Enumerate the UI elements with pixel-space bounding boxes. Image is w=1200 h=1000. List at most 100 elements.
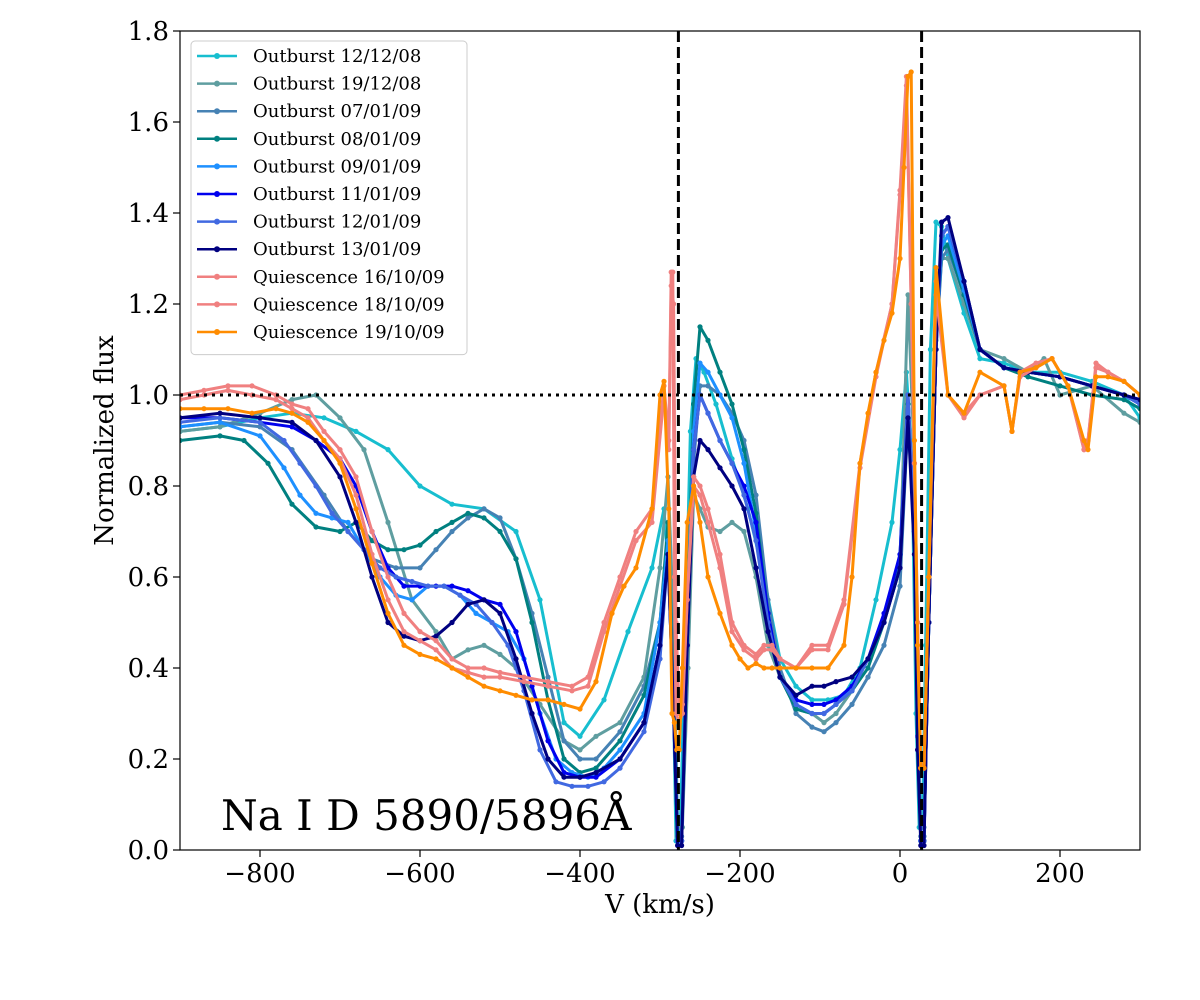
data-point (433, 629, 439, 635)
legend-label: Outburst 08/01/09 (253, 129, 421, 150)
data-point (741, 492, 747, 498)
data-point (793, 665, 799, 671)
data-point (1093, 374, 1099, 380)
data-point (593, 774, 599, 780)
data-point (337, 415, 343, 421)
data-point (649, 506, 655, 512)
x-tick-label: −400 (544, 859, 615, 889)
data-point (905, 73, 911, 80)
data-point (865, 674, 871, 680)
data-point (649, 519, 655, 526)
data-point (1137, 406, 1140, 412)
data-point (513, 556, 519, 562)
data-point (717, 551, 723, 557)
data-point (393, 565, 399, 571)
data-point (717, 437, 723, 444)
data-point (449, 583, 455, 589)
data-point (897, 565, 903, 571)
data-point (369, 574, 375, 580)
data-point (753, 660, 759, 667)
data-point (684, 519, 690, 526)
data-point (417, 651, 423, 658)
data-point (321, 437, 327, 444)
data-point (225, 387, 231, 393)
data-point (881, 337, 887, 343)
data-point (353, 506, 359, 512)
data-point (401, 642, 407, 648)
y-tick-label: 0.6 (128, 563, 169, 593)
y-tick-label: 1.0 (128, 381, 169, 411)
data-point (601, 629, 607, 635)
data-point (1137, 419, 1140, 425)
legend-marker (214, 163, 220, 170)
data-point (513, 528, 519, 535)
data-point (1121, 378, 1127, 384)
data-point (593, 765, 599, 771)
data-point (617, 747, 623, 753)
data-point (449, 501, 455, 507)
data-point (833, 679, 839, 685)
legend-item: Outburst 11/01/09 (197, 184, 421, 205)
data-point (729, 629, 735, 635)
legend-item: Outburst 12/01/09 (197, 212, 421, 233)
data-point (1033, 360, 1039, 366)
data-point (873, 369, 879, 375)
data-point (1105, 374, 1111, 380)
legend-marker (214, 301, 220, 308)
data-point (977, 369, 983, 375)
data-point (617, 729, 623, 735)
chart-annotation: Na I D 5890/5896Å (221, 791, 632, 840)
data-point (961, 410, 967, 416)
legend-item: Quiescence 16/10/09 (197, 267, 445, 288)
data-point (1065, 383, 1071, 389)
data-point (289, 419, 295, 425)
data-point (457, 592, 463, 598)
x-tick-label: −800 (224, 859, 295, 889)
legend-label: Quiescence 19/10/09 (253, 322, 445, 343)
data-point (601, 697, 607, 703)
data-point (449, 656, 455, 662)
data-point (289, 401, 295, 407)
data-point (729, 519, 735, 526)
x-tick-label: −200 (704, 859, 775, 889)
data-point (353, 474, 359, 480)
data-point (201, 387, 207, 393)
data-point (661, 378, 667, 384)
data-point (793, 683, 799, 689)
data-point (249, 410, 255, 416)
data-point (561, 774, 567, 780)
data-point (927, 346, 934, 353)
data-point (809, 697, 815, 703)
legend-label: Outburst 07/01/09 (253, 101, 421, 122)
data-point (729, 642, 735, 648)
data-point (1001, 383, 1007, 389)
data-point (793, 706, 799, 712)
data-point (825, 665, 831, 671)
data-point (621, 583, 627, 589)
data-point (385, 619, 391, 626)
data-point (321, 415, 327, 421)
legend-item: Quiescence 18/10/09 (197, 294, 445, 315)
legend-marker (214, 218, 220, 225)
data-point (691, 447, 697, 453)
data-point (833, 720, 839, 726)
data-point (666, 506, 672, 512)
y-tick-label: 1.2 (128, 290, 169, 320)
data-point (1009, 428, 1015, 434)
data-point (717, 565, 723, 571)
data-point (697, 483, 703, 489)
data-point (217, 433, 223, 439)
legend-marker (214, 135, 220, 142)
data-point (513, 656, 519, 662)
data-point (273, 406, 279, 412)
data-point (593, 756, 599, 762)
data-point (433, 656, 439, 662)
data-point (201, 406, 207, 412)
legend-item: Outburst 08/01/09 (197, 129, 421, 150)
data-point (905, 415, 911, 421)
data-point (705, 410, 711, 416)
data-point (289, 406, 295, 412)
data-point (321, 428, 327, 434)
data-point (697, 360, 703, 366)
data-point (289, 410, 295, 416)
